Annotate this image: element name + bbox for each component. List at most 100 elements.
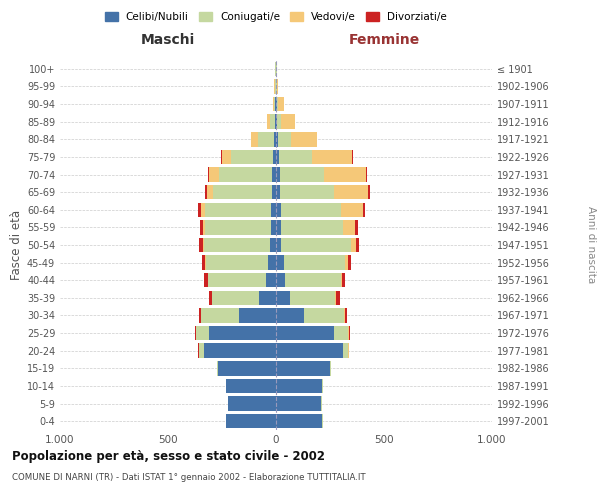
Bar <box>277 97 278 112</box>
Bar <box>222 150 230 164</box>
Bar <box>278 132 290 146</box>
Bar <box>206 256 268 270</box>
Bar <box>219 168 272 181</box>
Bar <box>366 168 367 181</box>
Bar <box>335 290 336 305</box>
Bar <box>200 220 203 234</box>
Bar <box>276 326 334 340</box>
Bar <box>276 344 343 358</box>
Bar <box>274 97 275 112</box>
Bar <box>290 132 317 146</box>
Bar <box>273 150 276 164</box>
Bar <box>251 132 257 146</box>
Bar <box>199 238 203 252</box>
Bar <box>229 396 276 411</box>
Bar <box>226 378 276 393</box>
Bar <box>239 308 276 322</box>
Bar <box>276 308 304 322</box>
Text: Anni di nascita: Anni di nascita <box>586 206 596 284</box>
Bar <box>198 202 202 217</box>
Bar <box>205 256 206 270</box>
Bar <box>276 290 290 305</box>
Bar <box>208 273 266 287</box>
Bar <box>276 185 280 200</box>
Bar <box>312 150 352 164</box>
Bar <box>276 114 277 129</box>
Bar <box>350 238 356 252</box>
Bar <box>203 220 205 234</box>
Text: Popolazione per età, sesso e stato civile - 2002: Popolazione per età, sesso e stato civil… <box>12 450 325 463</box>
Bar <box>269 114 275 129</box>
Bar <box>218 361 276 376</box>
Bar <box>203 344 276 358</box>
Legend: Celibi/Nubili, Coniugati/e, Vedovi/e, Divorziati/e: Celibi/Nubili, Coniugati/e, Vedovi/e, Di… <box>101 8 451 26</box>
Bar <box>275 114 276 129</box>
Bar <box>259 290 276 305</box>
Bar <box>199 308 201 322</box>
Bar <box>205 220 271 234</box>
Text: Maschi: Maschi <box>141 34 195 48</box>
Bar <box>272 97 274 112</box>
Bar <box>278 97 284 112</box>
Bar <box>271 220 276 234</box>
Bar <box>205 185 207 200</box>
Bar <box>266 273 276 287</box>
Bar <box>209 326 276 340</box>
Bar <box>363 202 365 217</box>
Bar <box>344 308 347 322</box>
Bar <box>341 273 342 287</box>
Bar <box>203 238 269 252</box>
Bar <box>269 238 276 252</box>
Bar <box>194 326 196 340</box>
Bar <box>304 308 344 322</box>
Bar <box>208 168 209 181</box>
Bar <box>324 168 366 181</box>
Bar <box>336 290 340 305</box>
Bar <box>196 326 209 340</box>
Bar <box>330 361 331 376</box>
Bar <box>352 150 353 164</box>
Bar <box>280 185 334 200</box>
Bar <box>280 168 324 181</box>
Bar <box>281 114 295 129</box>
Bar <box>276 220 281 234</box>
Bar <box>356 238 359 252</box>
Bar <box>278 150 312 164</box>
Bar <box>290 290 335 305</box>
Bar <box>212 290 259 305</box>
Bar <box>276 132 278 146</box>
Bar <box>276 273 284 287</box>
Bar <box>276 361 330 376</box>
Bar <box>334 326 349 340</box>
Text: COMUNE DI NARNI (TR) - Dati ISTAT 1° gennaio 2002 - Elaborazione TUTTITALIA.IT: COMUNE DI NARNI (TR) - Dati ISTAT 1° gen… <box>12 472 365 482</box>
Bar <box>271 202 276 217</box>
Bar <box>276 414 322 428</box>
Bar <box>257 132 274 146</box>
Bar <box>277 79 278 94</box>
Bar <box>276 97 277 112</box>
Bar <box>205 202 271 217</box>
Bar <box>281 238 350 252</box>
Bar <box>209 290 212 305</box>
Bar <box>214 185 272 200</box>
Bar <box>276 396 322 411</box>
Bar <box>281 220 343 234</box>
Bar <box>349 326 350 340</box>
Bar <box>348 256 351 270</box>
Bar <box>343 344 349 358</box>
Bar <box>275 97 276 112</box>
Bar <box>202 256 205 270</box>
Bar <box>334 185 368 200</box>
Bar <box>281 202 341 217</box>
Bar <box>268 256 276 270</box>
Bar <box>276 202 281 217</box>
Bar <box>368 185 370 200</box>
Bar <box>204 273 208 287</box>
Bar <box>209 168 219 181</box>
Bar <box>267 114 269 129</box>
Bar <box>276 168 280 181</box>
Bar <box>342 273 346 287</box>
Bar <box>199 344 203 358</box>
Bar <box>207 185 214 200</box>
Bar <box>274 132 276 146</box>
